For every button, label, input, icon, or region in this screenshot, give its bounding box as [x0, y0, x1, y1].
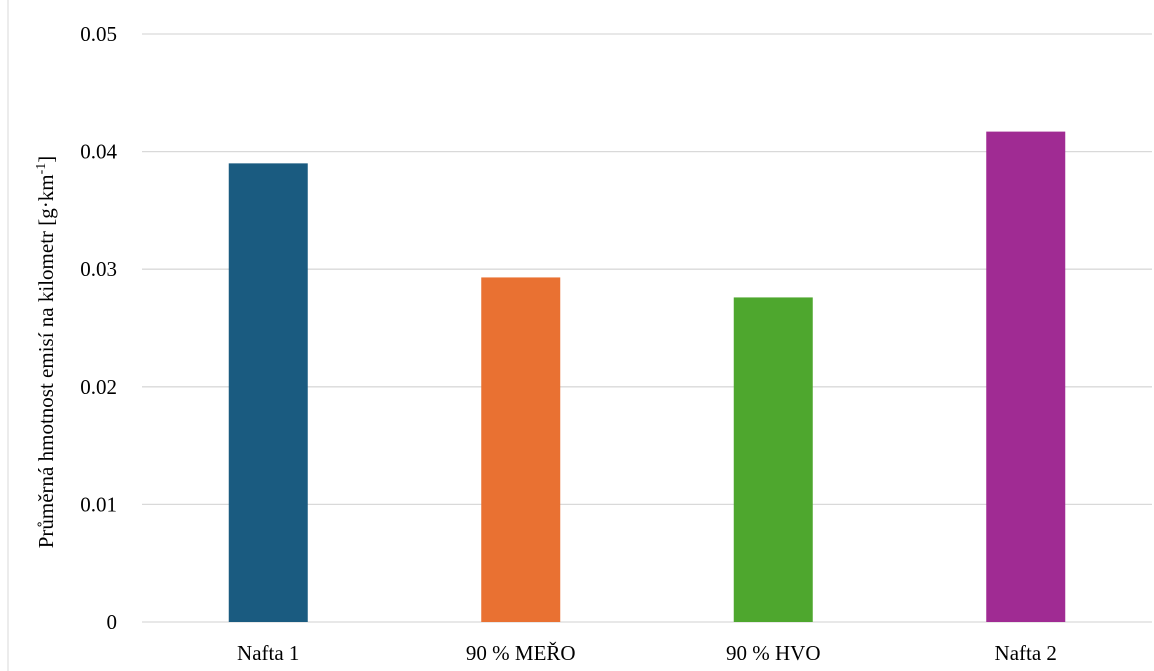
y-tick-label: 0.04: [80, 140, 117, 164]
x-tick-label: Nafta 2: [995, 641, 1057, 665]
x-tick-label: 90 % MEŘO: [466, 641, 576, 665]
x-axis-tick-labels: Nafta 1 90 % MEŘO 90 % HVO Nafta 2: [237, 641, 1057, 665]
y-axis-title: Průměrná hmotnost emisí na kilometr [g·k…: [34, 156, 58, 549]
y-tick-label: 0: [107, 610, 118, 634]
y-axis-title-superscript: -1: [34, 163, 49, 175]
gridlines: [142, 33, 1152, 623]
x-tick-label: Nafta 1: [237, 641, 299, 665]
y-tick-label: 0.01: [80, 492, 117, 516]
bar: [733, 297, 813, 622]
y-axis-title-close: ]: [34, 156, 58, 163]
bars: [228, 131, 1066, 623]
bar: [481, 277, 561, 622]
y-axis-tick-labels: 0 0.01 0.02 0.03 0.04 0.05: [80, 22, 117, 634]
bar: [228, 163, 308, 623]
bar: [986, 131, 1066, 622]
y-tick-label: 0.02: [80, 375, 117, 399]
y-tick-label: 0.03: [80, 257, 117, 281]
y-axis-title-main: Průměrná hmotnost emisí na kilometr [g·k…: [34, 174, 58, 548]
y-tick-label: 0.05: [80, 22, 117, 46]
x-tick-label: 90 % HVO: [726, 641, 821, 665]
